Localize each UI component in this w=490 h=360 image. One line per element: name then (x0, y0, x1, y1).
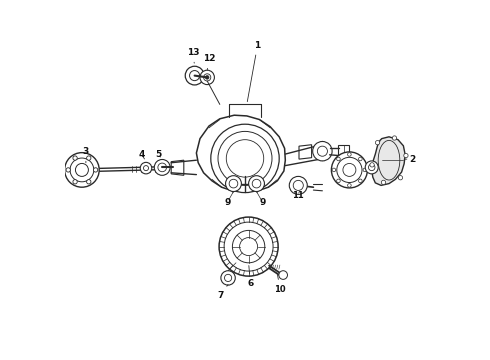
Circle shape (66, 168, 71, 172)
Text: 4: 4 (138, 150, 145, 159)
Circle shape (205, 76, 209, 79)
Circle shape (392, 136, 396, 140)
Circle shape (337, 157, 340, 161)
Circle shape (365, 161, 378, 174)
Circle shape (398, 176, 403, 180)
Circle shape (221, 271, 235, 285)
Polygon shape (196, 115, 285, 192)
Circle shape (331, 152, 368, 188)
Circle shape (359, 179, 362, 183)
Circle shape (347, 184, 351, 187)
Circle shape (140, 162, 152, 174)
Polygon shape (171, 160, 184, 175)
Polygon shape (372, 137, 405, 185)
Circle shape (87, 156, 91, 160)
Circle shape (313, 141, 332, 161)
Circle shape (87, 180, 91, 184)
Polygon shape (299, 145, 312, 159)
Circle shape (73, 156, 77, 160)
Text: 10: 10 (274, 274, 286, 294)
Circle shape (359, 157, 362, 161)
Circle shape (200, 70, 215, 85)
Circle shape (73, 180, 77, 184)
Text: 12: 12 (203, 54, 215, 70)
Circle shape (289, 176, 307, 194)
Text: 9: 9 (224, 192, 233, 207)
Circle shape (404, 153, 408, 158)
Circle shape (154, 159, 170, 175)
Circle shape (219, 217, 278, 276)
Circle shape (370, 163, 374, 167)
Circle shape (211, 124, 279, 193)
Text: 9: 9 (257, 192, 266, 207)
Circle shape (279, 271, 288, 279)
Text: 6: 6 (247, 266, 253, 288)
Text: 13: 13 (187, 48, 199, 63)
Text: 7: 7 (218, 284, 228, 300)
Text: 1: 1 (247, 41, 261, 102)
Circle shape (65, 153, 99, 187)
Text: 11: 11 (293, 192, 304, 200)
Circle shape (248, 176, 265, 192)
Circle shape (363, 168, 367, 172)
Circle shape (332, 168, 336, 172)
Circle shape (381, 180, 386, 185)
Text: 3: 3 (83, 147, 89, 163)
Circle shape (375, 140, 380, 145)
Circle shape (347, 153, 351, 156)
Circle shape (94, 168, 98, 172)
Text: 2: 2 (404, 155, 416, 163)
Text: 5: 5 (155, 150, 161, 159)
Polygon shape (338, 145, 349, 158)
Circle shape (185, 66, 204, 85)
Circle shape (337, 179, 340, 183)
Circle shape (225, 176, 242, 192)
